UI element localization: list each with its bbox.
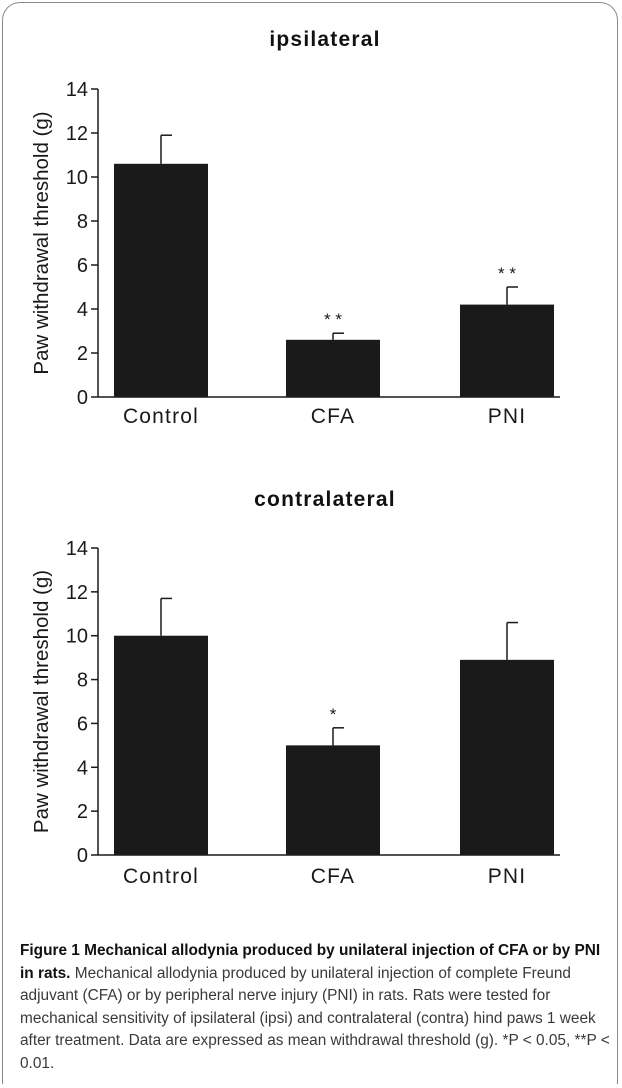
chart-title: ipsilateral [269, 28, 380, 51]
chart-ipsilateral: ipsilateral Paw withdrawal threshold (g) 0… [30, 28, 560, 428]
y-tick-label: 2 [77, 801, 88, 823]
caption-body: Mechanical allodynia produced by unilate… [20, 964, 610, 1072]
y-tick-label: 14 [66, 79, 88, 101]
y-tick-label: 6 [77, 713, 88, 735]
y-tick-label: 10 [66, 167, 88, 189]
y-tick-label: 12 [66, 123, 88, 145]
y-tick-label: 12 [66, 582, 88, 604]
bar-cfa [286, 745, 380, 855]
bar-pni [460, 659, 554, 855]
chart-0-group: ipsilateral Paw withdrawal threshold (g) 0… [30, 28, 560, 428]
y-axis-label: Paw withdrawal threshold (g) [30, 570, 53, 833]
chart-1-group: contralateral Paw withdrawal threshold (g… [30, 488, 560, 888]
y-axis-label: Paw withdrawal threshold (g) [30, 111, 53, 374]
y-tick-label: 0 [77, 387, 88, 409]
caption-title: Figure 1 Mechanical allodynia produced b… [20, 942, 601, 982]
y-tick-label: 8 [77, 211, 88, 233]
x-tick-label: Control [123, 405, 199, 428]
y-tick-label: 6 [77, 255, 88, 277]
y-tick-label: 4 [77, 757, 88, 779]
y-tick-label: 14 [66, 538, 88, 560]
significance-marker: * * [324, 310, 342, 329]
y-tick-label: 2 [77, 343, 88, 365]
x-tick-label: PNI [488, 865, 527, 888]
y-tick-label: 4 [77, 299, 88, 321]
significance-marker: * [330, 705, 337, 724]
y-tick-label: 10 [66, 626, 88, 648]
chart-title: contralateral [254, 488, 396, 511]
bar-pni [460, 304, 554, 397]
chart-contralateral: contralateral Paw withdrawal threshold (g… [30, 488, 560, 888]
bar-cfa [286, 339, 380, 397]
significance-marker: * * [498, 264, 516, 283]
figure-caption: Figure 1 Mechanical allodynia produced b… [20, 940, 610, 1075]
x-tick-label: CFA [311, 865, 355, 888]
bar-control [114, 163, 208, 397]
x-tick-label: PNI [488, 405, 527, 428]
x-tick-label: Control [123, 865, 199, 888]
x-tick-label: CFA [311, 405, 355, 428]
bar-control [114, 635, 208, 855]
y-tick-label: 0 [77, 845, 88, 867]
y-tick-label: 8 [77, 670, 88, 692]
